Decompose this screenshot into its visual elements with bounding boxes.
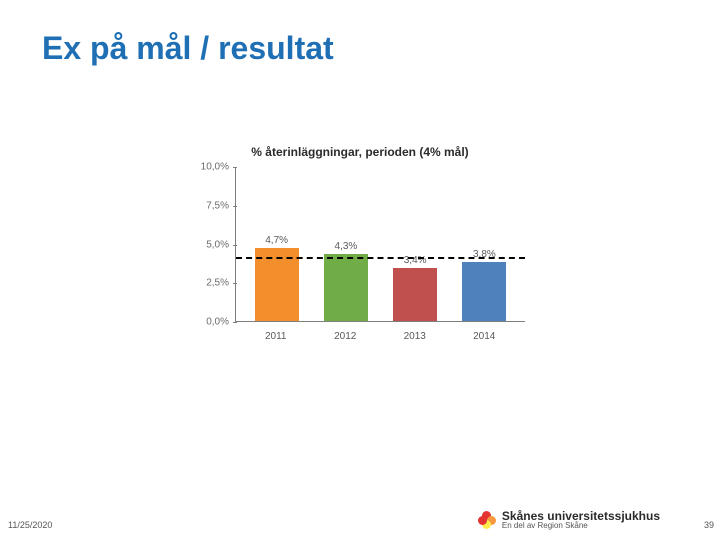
footer-logo: Skånes universitetssjukhus En del av Reg… [478, 510, 660, 530]
y-tick-mark [233, 322, 237, 323]
bar: 3,4% [393, 268, 437, 321]
slide: Ex på mål / resultat % återinläggningar,… [0, 0, 720, 540]
bar-value-label: 4,7% [265, 235, 288, 246]
y-tick-label: 0,0% [185, 317, 229, 328]
footer-page-number: 39 [704, 520, 714, 530]
bar: 4,7% [255, 248, 299, 321]
x-tick-label: 2011 [254, 327, 298, 347]
logo-text: Skånes universitetssjukhus En del av Reg… [502, 510, 660, 530]
readmission-chart: % återinläggningar, perioden (4% mål) 0,… [185, 145, 535, 347]
bar-value-label: 4,3% [334, 241, 357, 252]
plot-area: 4,7% 4,3% 3,4% 3,8% [235, 167, 525, 322]
logo-sub: En del av Region Skåne [502, 522, 660, 530]
y-tick-label: 5,0% [185, 239, 229, 250]
y-tick-label: 10,0% [185, 162, 229, 173]
bars-container: 4,7% 4,3% 3,4% 3,8% [236, 167, 525, 321]
x-tick-label: 2013 [393, 327, 437, 347]
bar: 3,8% [462, 262, 506, 321]
x-axis-labels: 2011 2012 2013 2014 [235, 327, 525, 347]
footer-date: 11/25/2020 [8, 520, 52, 530]
x-tick-label: 2014 [462, 327, 506, 347]
y-tick-label: 7,5% [185, 200, 229, 211]
target-line [236, 257, 525, 259]
page-title: Ex på mål / resultat [42, 30, 334, 67]
x-tick-label: 2012 [323, 327, 367, 347]
chart-plot: 0,0%2,5%5,0%7,5%10,0% 4,7%4,3%3,4%3,8% 2… [185, 167, 535, 347]
logo-icon [478, 511, 496, 529]
y-tick-label: 2,5% [185, 278, 229, 289]
bar: 4,3% [324, 254, 368, 321]
chart-title: % återinläggningar, perioden (4% mål) [185, 145, 535, 159]
